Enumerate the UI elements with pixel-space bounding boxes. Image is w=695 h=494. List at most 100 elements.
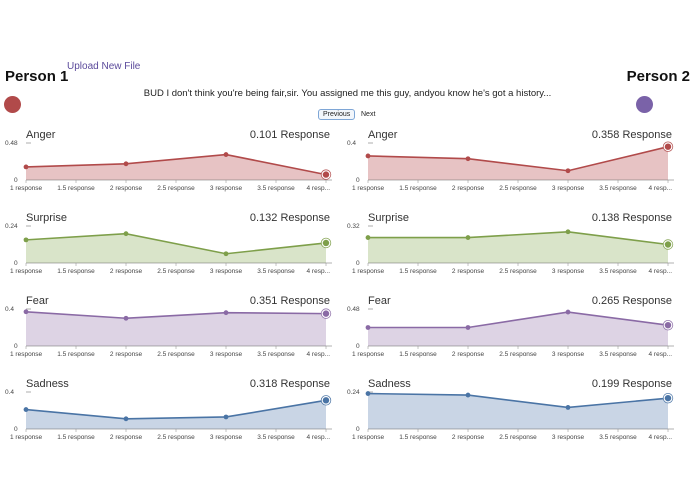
y-tick-label: 0 (14, 426, 18, 433)
upload-new-file-link[interactable]: Upload New File (67, 61, 141, 72)
x-tick-label: 4 resp... (649, 434, 673, 441)
chart-response-value: 0.132 Response (250, 212, 330, 224)
x-tick-label: 3 response (552, 268, 585, 275)
series-line (367, 145, 669, 172)
data-point (465, 235, 471, 240)
dialogue-line: BUD I don't think you're being fair,sir.… (143, 88, 552, 99)
x-tick-label: 1 response (10, 185, 43, 192)
x-tick-label: 4 resp... (307, 268, 331, 275)
y-tick-label: 0.48 (347, 306, 360, 313)
x-tick-label: 2.5 response (157, 434, 195, 441)
x-tick-label: 2 response (110, 268, 143, 275)
chart-title: Sadness (368, 378, 411, 390)
x-tick-label: 2 response (452, 268, 485, 275)
x-tick-label: 2.5 response (499, 351, 537, 358)
series-area (368, 393, 668, 429)
x-tick-label: 1 response (352, 434, 385, 441)
x-tick-label: 4 resp... (649, 351, 673, 358)
data-point (565, 168, 571, 174)
series-line (25, 153, 327, 176)
data-point (23, 407, 29, 412)
chart-response-value: 0.199 Response (592, 378, 672, 390)
series-area (26, 400, 326, 429)
data-point (123, 416, 129, 422)
data-point (23, 237, 29, 243)
data-point (223, 152, 229, 157)
x-tick-label: 3 response (552, 434, 585, 441)
x-tick-label: 3.5 response (599, 268, 637, 275)
y-tick-label: 0 (14, 343, 18, 350)
data-point (322, 397, 330, 404)
series-area (368, 312, 668, 346)
x-tick-label: 2.5 response (157, 351, 195, 358)
chart-svg: Surprise 0.138 Response 0.32 01 response 1.5… (347, 212, 674, 275)
series-line (368, 230, 669, 246)
y-tick-label: 0.32 (347, 223, 360, 230)
x-tick-label: 3.5 response (257, 351, 295, 358)
x-tick-label: 1 response (10, 268, 43, 275)
x-tick-label: 2 response (110, 351, 143, 358)
chart-response-value: 0.138 Response (592, 212, 672, 224)
x-tick-label: 3.5 response (599, 351, 637, 358)
x-tick-label: 2 response (110, 185, 143, 192)
y-tick-label: 0.4 (347, 140, 356, 147)
x-tick-label: 1.5 response (57, 185, 95, 192)
x-tick-label: 2.5 response (499, 434, 537, 441)
series-area (368, 146, 668, 180)
x-tick-label: 1.5 response (399, 351, 437, 358)
data-point (565, 405, 571, 410)
x-tick-label: 3 response (210, 268, 243, 275)
chart-person2-surprise: Surprise 0.138 Response 0.32 0 1 response 1.5… (346, 209, 678, 275)
chart-response-value: 0.318 Response (250, 378, 330, 390)
chart-svg: Anger 0.101 Response 0.48 01 response 1.5 re… (5, 129, 332, 192)
data-point (465, 325, 471, 330)
data-point (565, 229, 571, 235)
x-tick-label: 3.5 response (257, 185, 295, 192)
chart-title: Surprise (26, 212, 67, 224)
previous-button[interactable]: Previous (318, 109, 356, 120)
chart-response-value: 0.101 Response (250, 129, 330, 141)
x-tick-label: 1.5 response (57, 434, 95, 441)
series-area (26, 311, 326, 346)
x-tick-label: 1.5 response (399, 268, 437, 275)
series-line (367, 392, 669, 409)
x-tick-label: 3.5 response (257, 434, 295, 441)
chart-title: Sadness (26, 378, 69, 390)
data-point (23, 164, 29, 170)
data-point (465, 392, 471, 398)
y-tick-label: 0 (356, 177, 360, 184)
chart-title: Surprise (368, 212, 409, 224)
chart-response-value: 0.265 Response (592, 295, 672, 307)
x-tick-label: 1.5 response (57, 268, 95, 275)
data-point (322, 239, 330, 247)
chart-person1-sadness: Sadness 0.318 Response 0.4 0 1 response 1.5 r… (4, 375, 336, 441)
x-tick-label: 4 resp... (649, 185, 673, 192)
data-point (664, 321, 672, 329)
chart-title: Fear (368, 295, 391, 307)
x-tick-label: 1.5 response (57, 351, 95, 358)
data-point (223, 251, 229, 257)
data-point (322, 171, 330, 178)
x-tick-label: 3 response (552, 185, 585, 192)
next-button[interactable]: Next (361, 111, 376, 118)
x-tick-label: 1 response (10, 434, 43, 441)
series-area (368, 231, 668, 263)
chart-svg: Surprise 0.132 Response 0.24 01 response 1.5… (5, 212, 332, 275)
data-point (223, 310, 229, 316)
x-tick-label: 2.5 response (157, 268, 195, 275)
person2-name: Person 2 (626, 68, 690, 85)
x-tick-label: 3.5 response (257, 268, 295, 275)
data-point (565, 309, 571, 315)
x-tick-label: 2.5 response (499, 185, 537, 192)
y-tick-label: 0 (356, 426, 360, 433)
chart-svg: Fear 0.351 Response 0.4 01 response 1.5 resp… (5, 295, 332, 358)
chart-title: Anger (26, 129, 56, 141)
data-point (322, 310, 330, 317)
x-tick-label: 3.5 response (599, 434, 637, 441)
data-point (365, 153, 371, 159)
data-point (23, 309, 29, 315)
x-tick-label: 2 response (110, 434, 143, 441)
y-tick-label: 0 (14, 177, 18, 184)
chart-person2-anger: Anger 0.358 Response 0.4 0 1 response 1.5 res… (346, 126, 678, 192)
chart-person1-surprise: Surprise 0.132 Response 0.24 0 1 response 1.5… (4, 209, 336, 275)
